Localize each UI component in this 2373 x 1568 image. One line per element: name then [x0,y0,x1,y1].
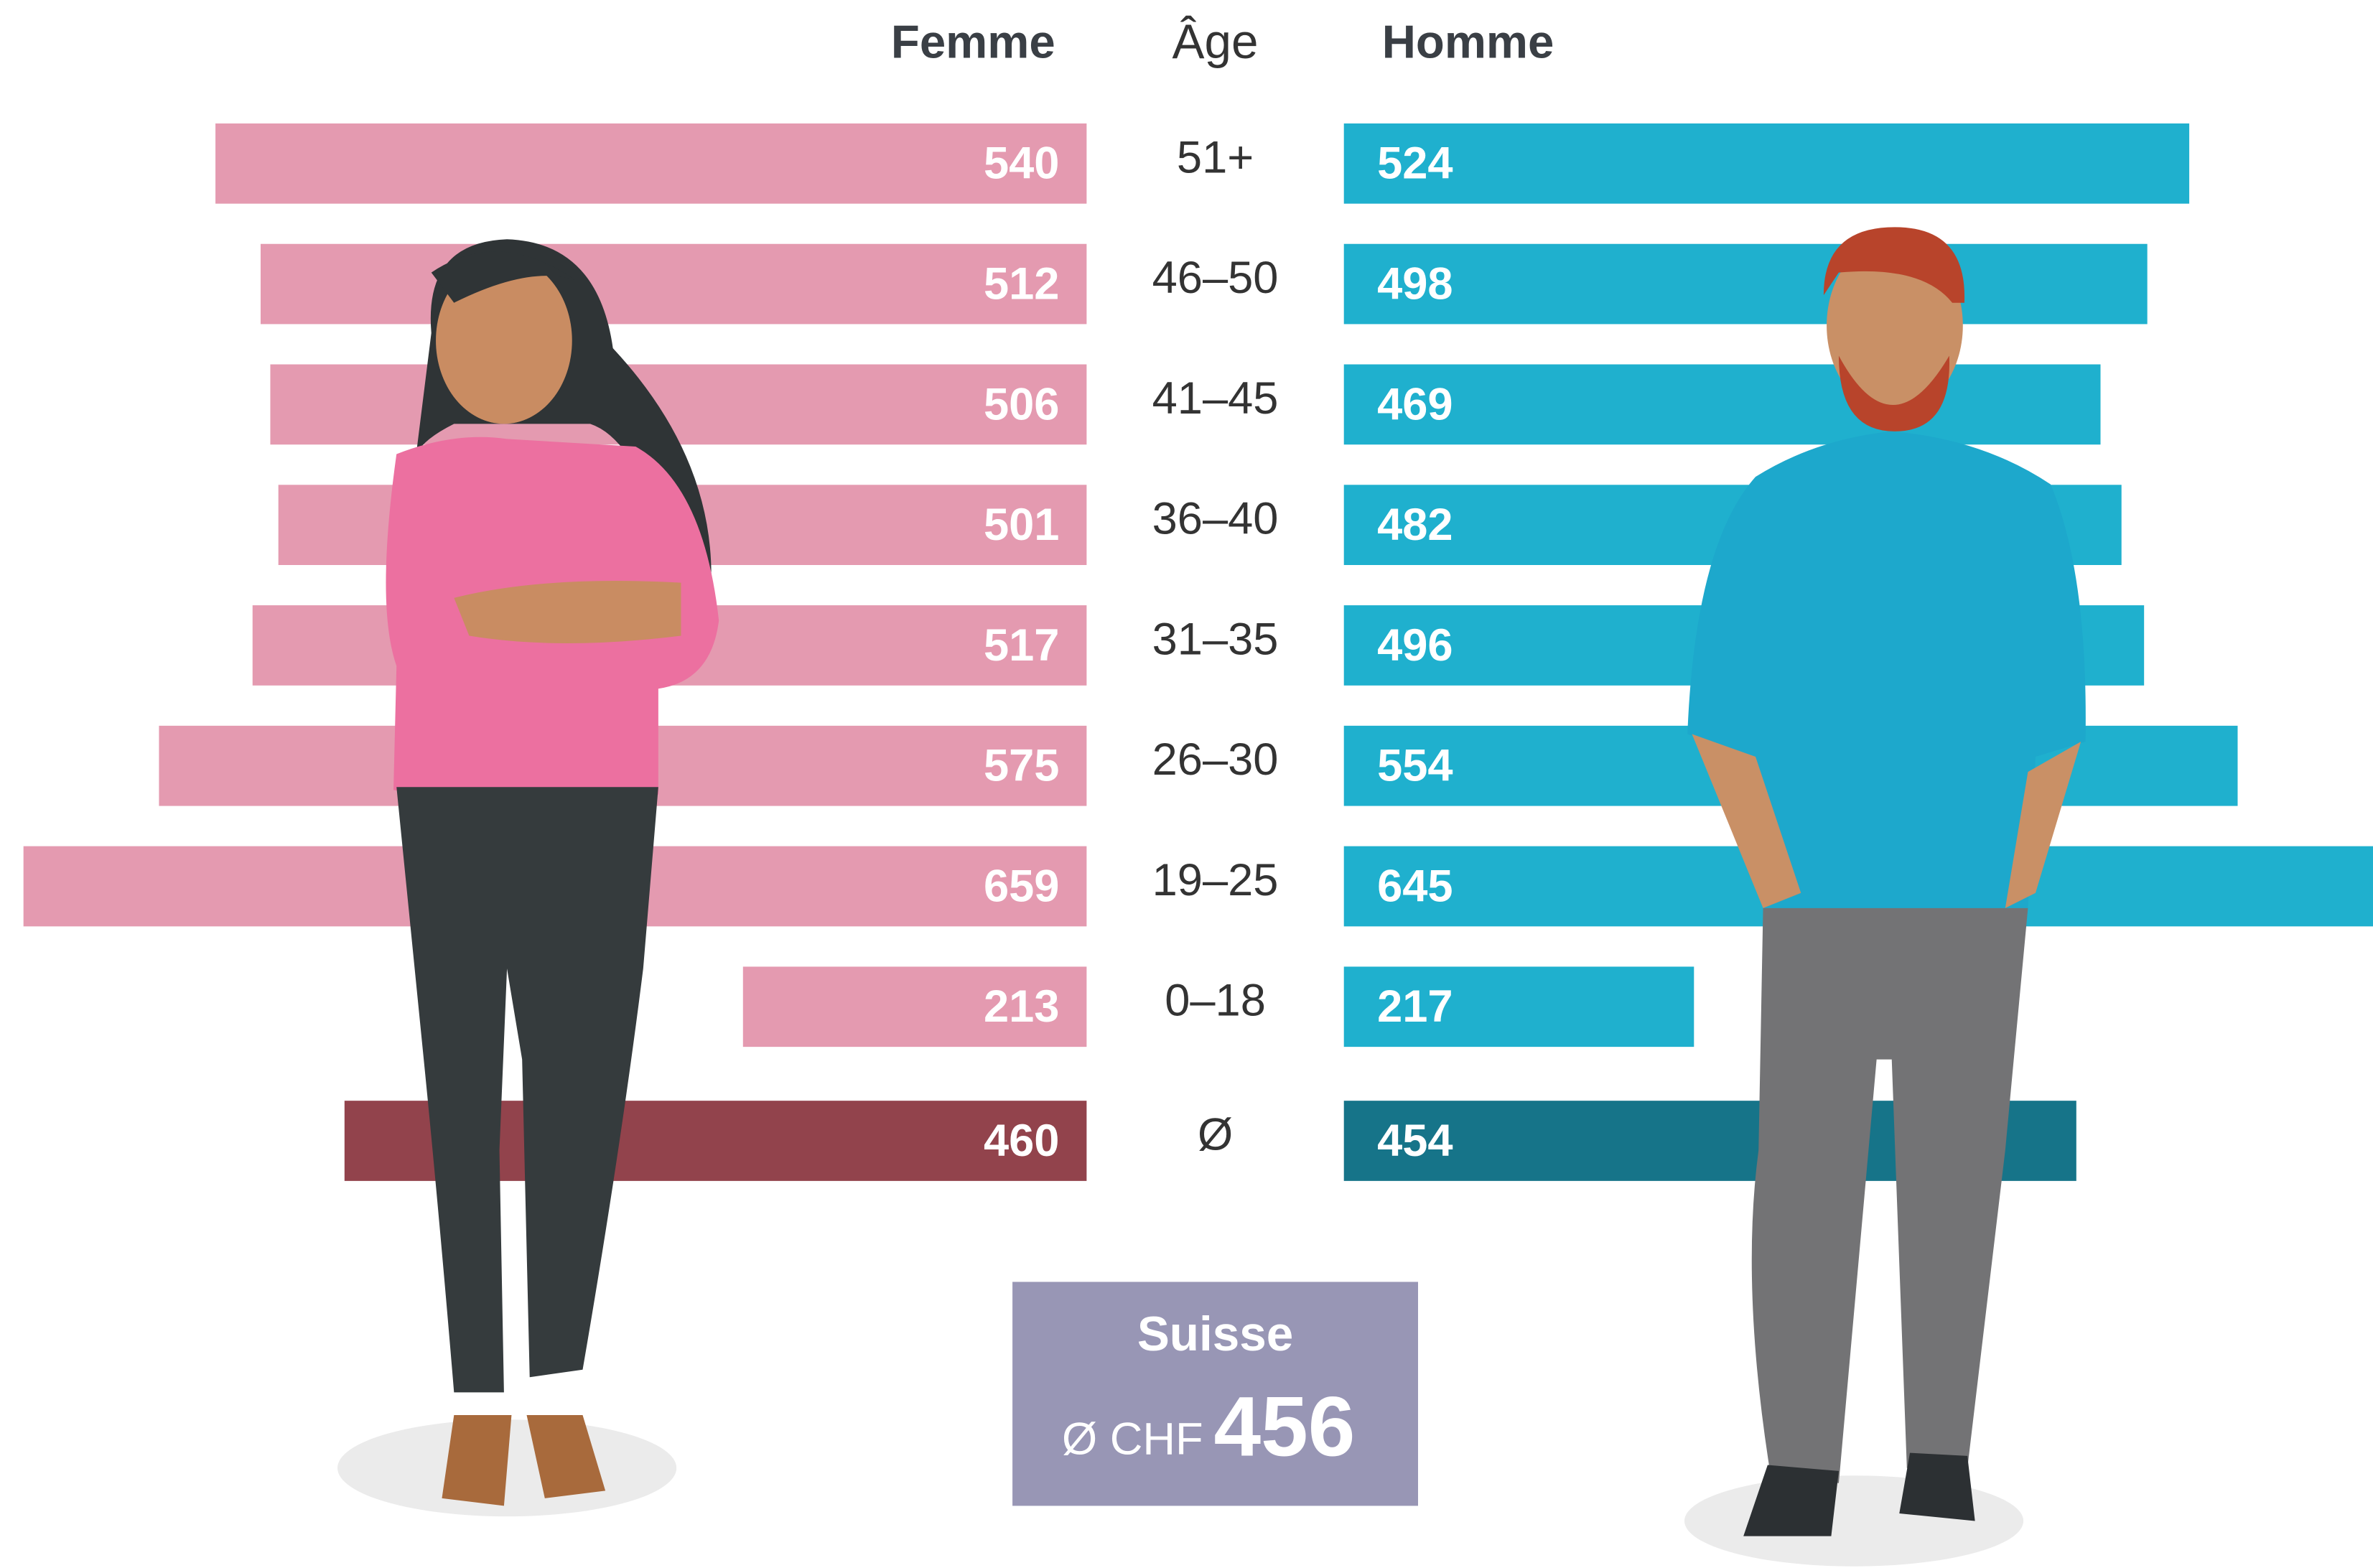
value-label: 506 [984,379,1059,429]
summary-box [1012,1282,1418,1506]
category-label: 31–35 [1152,614,1279,664]
value-label: 575 [984,741,1059,791]
value-label: 213 [984,981,1059,1032]
summary-prefix: Ø CHF [1062,1414,1203,1465]
value-label: 454 [1377,1116,1453,1166]
category-label: Ø [1198,1110,1233,1160]
bar [215,123,1087,204]
bar [1343,966,1694,1047]
value-label: 482 [1377,500,1453,550]
value-label: 517 [984,620,1059,671]
category-label: 36–40 [1152,494,1279,544]
bar [270,364,1087,445]
summary-title: Suisse [1137,1307,1293,1361]
value-label: 659 [984,861,1059,911]
value-label: 217 [1377,981,1453,1032]
man-illustration [1684,227,2086,1567]
value-label: 645 [1377,861,1453,911]
value-label: 501 [984,500,1059,550]
value-label: 460 [984,1116,1059,1166]
value-label: 498 [1377,259,1453,309]
category-title: Âge [1172,15,1259,69]
value-label: 496 [1377,620,1453,671]
summary-value: 456 [1213,1379,1355,1474]
bar [260,243,1087,325]
bar [1343,243,2148,325]
category-label: 41–45 [1152,373,1279,424]
value-label: 469 [1377,379,1453,429]
value-label: 524 [1377,139,1453,189]
category-label: 19–25 [1152,855,1279,905]
category-label: 0–18 [1165,976,1266,1026]
bar [742,966,1087,1047]
bar [1343,123,2190,204]
value-label: 554 [1377,741,1453,791]
category-label: 51+ [1177,132,1254,182]
category-label: 26–30 [1152,734,1279,785]
value-label: 540 [984,139,1059,189]
category-label: 46–50 [1152,253,1279,303]
woman-illustration [337,239,719,1517]
series-title: Homme [1382,16,1554,68]
bar [1343,364,2101,445]
value-label: 512 [984,259,1059,309]
series-title: Femme [891,16,1055,68]
